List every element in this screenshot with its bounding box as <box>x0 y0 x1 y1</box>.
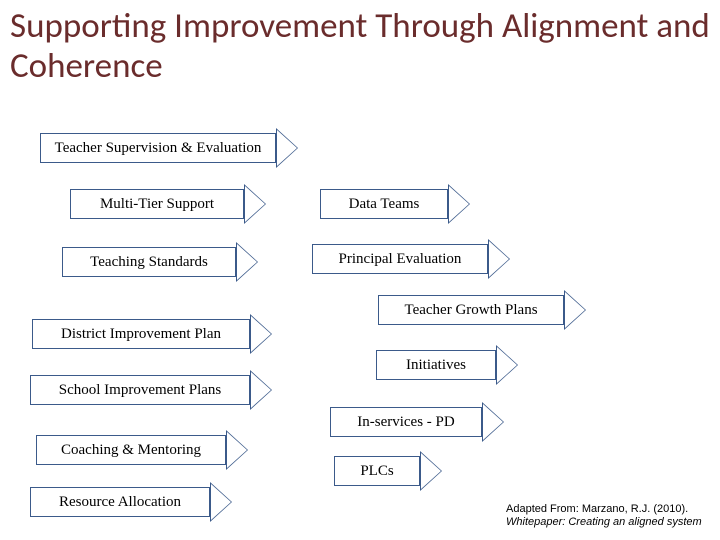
arrow-plcs: PLCs <box>334 451 442 491</box>
arrow-teacher-supervision: Teacher Supervision & Evaluation <box>40 128 298 168</box>
arrow-principal-eval: Principal Evaluation <box>312 239 510 279</box>
arrow-head-icon <box>496 345 518 385</box>
citation: Adapted From: Marzano, R.J. (2010). Whit… <box>506 503 706 531</box>
arrow-label-teacher-supervision: Teacher Supervision & Evaluation <box>40 133 276 163</box>
arrow-head-icon <box>276 128 298 168</box>
arrow-label-teacher-growth: Teacher Growth Plans <box>378 295 564 325</box>
arrow-label-teaching-standards: Teaching Standards <box>62 247 236 277</box>
arrow-head-icon <box>210 482 232 522</box>
arrow-initiatives: Initiatives <box>376 345 518 385</box>
arrow-label-school-plans: School Improvement Plans <box>30 375 250 405</box>
arrow-label-inservices: In-services - PD <box>330 407 482 437</box>
arrow-teacher-growth: Teacher Growth Plans <box>378 290 586 330</box>
arrow-head-icon <box>226 430 248 470</box>
arrow-head-icon <box>564 290 586 330</box>
arrow-label-data-teams: Data Teams <box>320 189 448 219</box>
arrow-school-plans: School Improvement Plans <box>30 370 272 410</box>
arrow-head-icon <box>420 451 442 491</box>
arrow-district-plan: District Improvement Plan <box>32 314 272 354</box>
arrow-teaching-standards: Teaching Standards <box>62 242 258 282</box>
arrow-head-icon <box>250 370 272 410</box>
arrow-data-teams: Data Teams <box>320 184 470 224</box>
arrow-multi-tier-support: Multi-Tier Support <box>70 184 266 224</box>
arrow-head-icon <box>488 239 510 279</box>
arrow-label-initiatives: Initiatives <box>376 350 496 380</box>
arrow-label-resource-alloc: Resource Allocation <box>30 487 210 517</box>
arrow-label-principal-eval: Principal Evaluation <box>312 244 488 274</box>
arrow-head-icon <box>482 402 504 442</box>
arrow-resource-alloc: Resource Allocation <box>30 482 232 522</box>
arrow-head-icon <box>244 184 266 224</box>
arrow-head-icon <box>448 184 470 224</box>
arrow-inservices: In-services - PD <box>330 402 504 442</box>
arrow-label-plcs: PLCs <box>334 456 420 486</box>
arrow-head-icon <box>250 314 272 354</box>
citation-prefix: Adapted From: Marzano, R.J. (2010). <box>506 503 688 515</box>
citation-italic: Whitepaper: Creating an aligned system <box>506 516 702 528</box>
arrow-coaching: Coaching & Mentoring <box>36 430 248 470</box>
arrow-label-multi-tier-support: Multi-Tier Support <box>70 189 244 219</box>
arrow-head-icon <box>236 242 258 282</box>
arrow-label-district-plan: District Improvement Plan <box>32 319 250 349</box>
diagram-canvas: Teacher Supervision & Evaluation Multi-Ti… <box>0 0 720 540</box>
arrow-label-coaching: Coaching & Mentoring <box>36 435 226 465</box>
